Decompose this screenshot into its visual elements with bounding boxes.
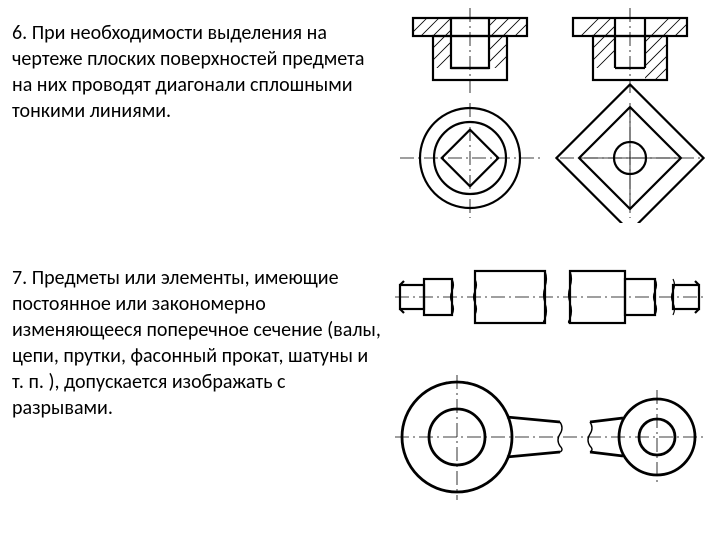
paragraph-6: 6. При необходимости выделения на чертеж… bbox=[12, 20, 382, 124]
figure-cylinder-square-hole bbox=[395, 8, 545, 223]
figure-prism-round-hole bbox=[555, 8, 705, 223]
paragraph-7: 7. Предметы или элементы, имеющие постоя… bbox=[12, 265, 382, 421]
figure-shaft-breaks bbox=[395, 255, 705, 340]
figure-conn-rod-break bbox=[395, 370, 705, 505]
